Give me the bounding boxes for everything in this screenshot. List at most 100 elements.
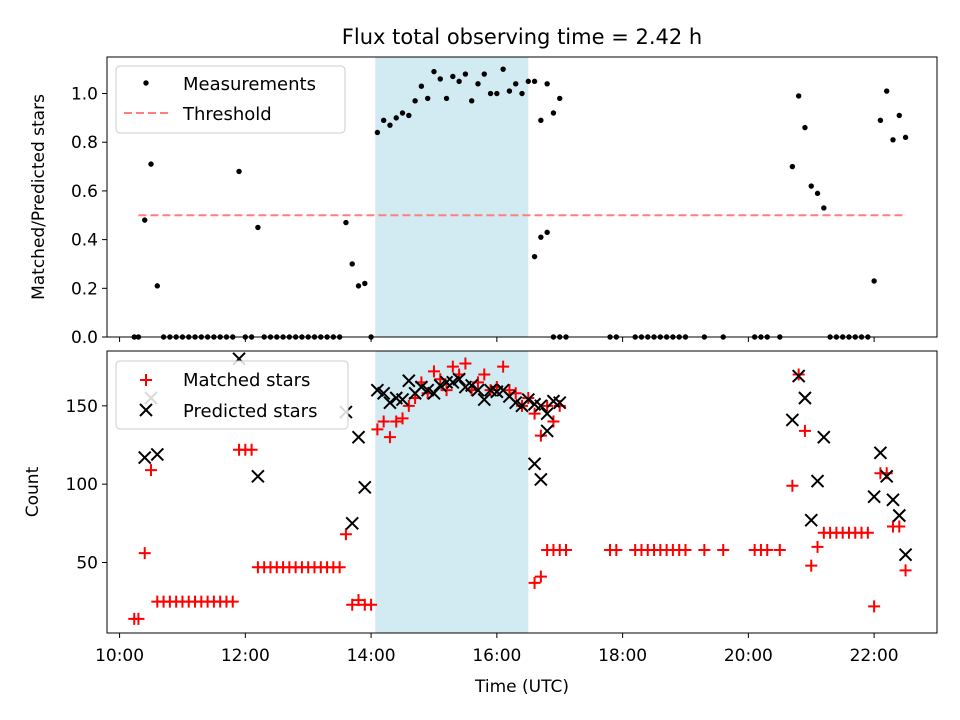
- measurement-point: [890, 137, 896, 143]
- measurement-point: [406, 112, 412, 119]
- measurement-point: [374, 129, 381, 136]
- predicted-star-point: [898, 547, 913, 562]
- bottom-y-ticks: 50 100 150: [66, 397, 107, 574]
- matched-star-point: [503, 384, 516, 397]
- measurement-point: [902, 134, 909, 141]
- measurement-point: [456, 78, 462, 85]
- predicted-star-point: [886, 493, 900, 507]
- measurement-point: [437, 76, 443, 82]
- measurement-point: [519, 90, 525, 97]
- matched-star-point: [893, 520, 906, 533]
- measurement-point: [236, 168, 242, 175]
- measurement-point: [362, 280, 368, 287]
- y-tick-label: 1.0: [71, 85, 98, 105]
- matched-star-point: [868, 600, 881, 613]
- matched-star-point: [138, 547, 151, 560]
- predicted-star-point: [351, 430, 366, 444]
- predicted-star-point: [804, 513, 818, 527]
- measurement-point: [443, 95, 450, 102]
- bottom-plot-frame: [106, 350, 938, 634]
- predicted-star-point: [521, 392, 535, 407]
- predicted-star-point: [879, 469, 894, 484]
- matched-star-point: [446, 360, 459, 373]
- y-tick-label: 100: [66, 475, 98, 495]
- predicted-star-point: [395, 392, 410, 407]
- predicted-star-point: [892, 508, 906, 523]
- legend-matched-marker: [140, 374, 152, 386]
- predicted-star-point: [873, 446, 888, 460]
- measurement-point: [494, 90, 500, 97]
- matched-star-point: [560, 543, 573, 556]
- predicted-star-point: [798, 391, 812, 405]
- measurement-point: [424, 95, 431, 102]
- legend-matched-label: Matched stars: [183, 370, 310, 391]
- measurement-point: [789, 163, 796, 170]
- legend-predicted-marker: [139, 403, 153, 417]
- matched-star-point: [528, 576, 541, 589]
- predicted-star-point: [414, 380, 429, 394]
- measurement-point: [355, 283, 362, 289]
- top-shaded-interval: [375, 57, 529, 337]
- predicted-star-point: [867, 489, 881, 504]
- top-x-ticks: [119, 337, 875, 342]
- bottom-x-ticks: 10:00 12:00 14:00 16:00 18:00 20:00 22:00: [95, 633, 899, 666]
- matched-star-point: [805, 559, 818, 572]
- matched-star-point: [226, 595, 239, 608]
- matched-star-point: [377, 415, 390, 428]
- measurement-point: [399, 110, 406, 116]
- y-tick-label: 0.2: [71, 279, 98, 299]
- matched-star-point: [792, 368, 805, 381]
- measurement-point: [550, 110, 557, 116]
- matched-star-point: [528, 407, 541, 420]
- measurement-point: [393, 115, 399, 121]
- measurement-point: [349, 261, 355, 267]
- measurement-point: [154, 283, 161, 289]
- predicted-star-point: [433, 378, 447, 393]
- predicted-star-point: [471, 383, 485, 397]
- measurement-point: [142, 217, 148, 223]
- y-tick-label: 0.4: [71, 231, 98, 251]
- measurement-point: [877, 117, 884, 124]
- predicted-star-point: [439, 375, 454, 390]
- predicted-star-point: [150, 447, 165, 462]
- predicted-star-point: [251, 469, 265, 484]
- measurement-point: [531, 78, 538, 85]
- matched-star-point: [365, 598, 378, 611]
- matched-star-point: [352, 594, 365, 607]
- legend-measurements-marker: [143, 80, 149, 86]
- measurement-point: [487, 90, 494, 97]
- x-tick-label: 12:00: [221, 646, 270, 666]
- measurement-point: [387, 122, 393, 128]
- measurement-point: [557, 95, 563, 102]
- matched-star-point: [786, 479, 799, 492]
- matched-star-point: [427, 365, 440, 378]
- top-panel: 0.0 0.2 0.4 0.6 0.8 1.0 Matched/Predicted sta…: [29, 56, 938, 348]
- matched-star-point: [899, 564, 912, 577]
- measurement-point: [475, 81, 481, 87]
- bottom-points-layer: [128, 352, 913, 625]
- predicted-star-point: [540, 406, 554, 421]
- x-tick-label: 16:00: [472, 646, 521, 666]
- measurement-point: [462, 71, 469, 77]
- x-tick-label: 14:00: [347, 646, 396, 666]
- predicted-star-point: [376, 386, 391, 401]
- matched-star-point: [679, 543, 692, 556]
- measurement-point: [412, 98, 418, 104]
- top-y-axis-label: Matched/Predicted stars: [29, 94, 49, 300]
- matched-star-point: [371, 423, 384, 436]
- matched-star-point: [522, 392, 535, 404]
- measurement-point: [506, 88, 513, 94]
- predicted-star-point: [791, 369, 806, 383]
- y-tick-label: 0.6: [71, 182, 98, 202]
- top-plot-frame: [106, 56, 938, 338]
- predicted-star-point: [402, 374, 416, 388]
- predicted-star-point: [358, 480, 372, 495]
- x-tick-label: 22:00: [850, 646, 899, 666]
- matched-star-point: [339, 528, 352, 541]
- matched-star-point: [145, 464, 158, 477]
- predicted-star-point: [534, 472, 548, 487]
- x-tick-label: 18:00: [598, 646, 647, 666]
- measurement-point: [525, 78, 531, 85]
- measurement-point: [871, 278, 877, 284]
